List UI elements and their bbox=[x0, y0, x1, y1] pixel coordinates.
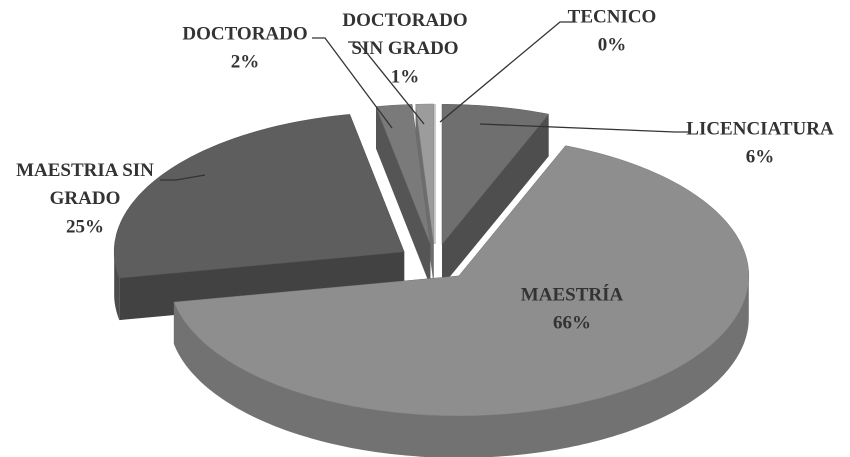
slice-side bbox=[442, 114, 549, 287]
slice-label: MAESTRIA SIN GRADO bbox=[16, 160, 154, 209]
slice-wall bbox=[173, 275, 749, 457]
slice-label: DOCTORADO SIN GRADO bbox=[342, 10, 467, 59]
leader-line bbox=[312, 37, 393, 129]
leader-line bbox=[479, 123, 690, 133]
slice-value-label: 25% bbox=[66, 216, 104, 237]
slice-value-label: 0% bbox=[598, 34, 627, 55]
slice bbox=[375, 104, 431, 287]
slice-value-label: 6% bbox=[746, 146, 775, 167]
slice-wall bbox=[114, 251, 120, 321]
leader-lines bbox=[160, 21, 690, 181]
slice-label: TECNICO bbox=[568, 6, 657, 27]
slices bbox=[113, 103, 750, 457]
slice-value-label: 1% bbox=[391, 66, 420, 87]
leader-line bbox=[439, 21, 575, 123]
slice-label: LICENCIATURA bbox=[686, 118, 834, 139]
slice-top bbox=[113, 114, 405, 279]
leader-line bbox=[160, 174, 206, 181]
leader-line bbox=[348, 41, 425, 125]
slice-side bbox=[376, 106, 431, 287]
slice-value-label: 2% bbox=[231, 51, 260, 72]
slice-top bbox=[415, 103, 435, 245]
slice-label: DOCTORADO bbox=[182, 23, 307, 44]
slice bbox=[441, 104, 550, 287]
labels: TECNICO 0% LICENCIATURA 6% MAESTRÍA 66% MAESTR… bbox=[16, 6, 834, 333]
slice-value-label: 66% bbox=[553, 312, 591, 333]
slice-top bbox=[173, 145, 750, 417]
slice-label: MAESTRÍA bbox=[521, 283, 624, 305]
slice bbox=[173, 145, 750, 457]
slice-top bbox=[441, 104, 550, 245]
